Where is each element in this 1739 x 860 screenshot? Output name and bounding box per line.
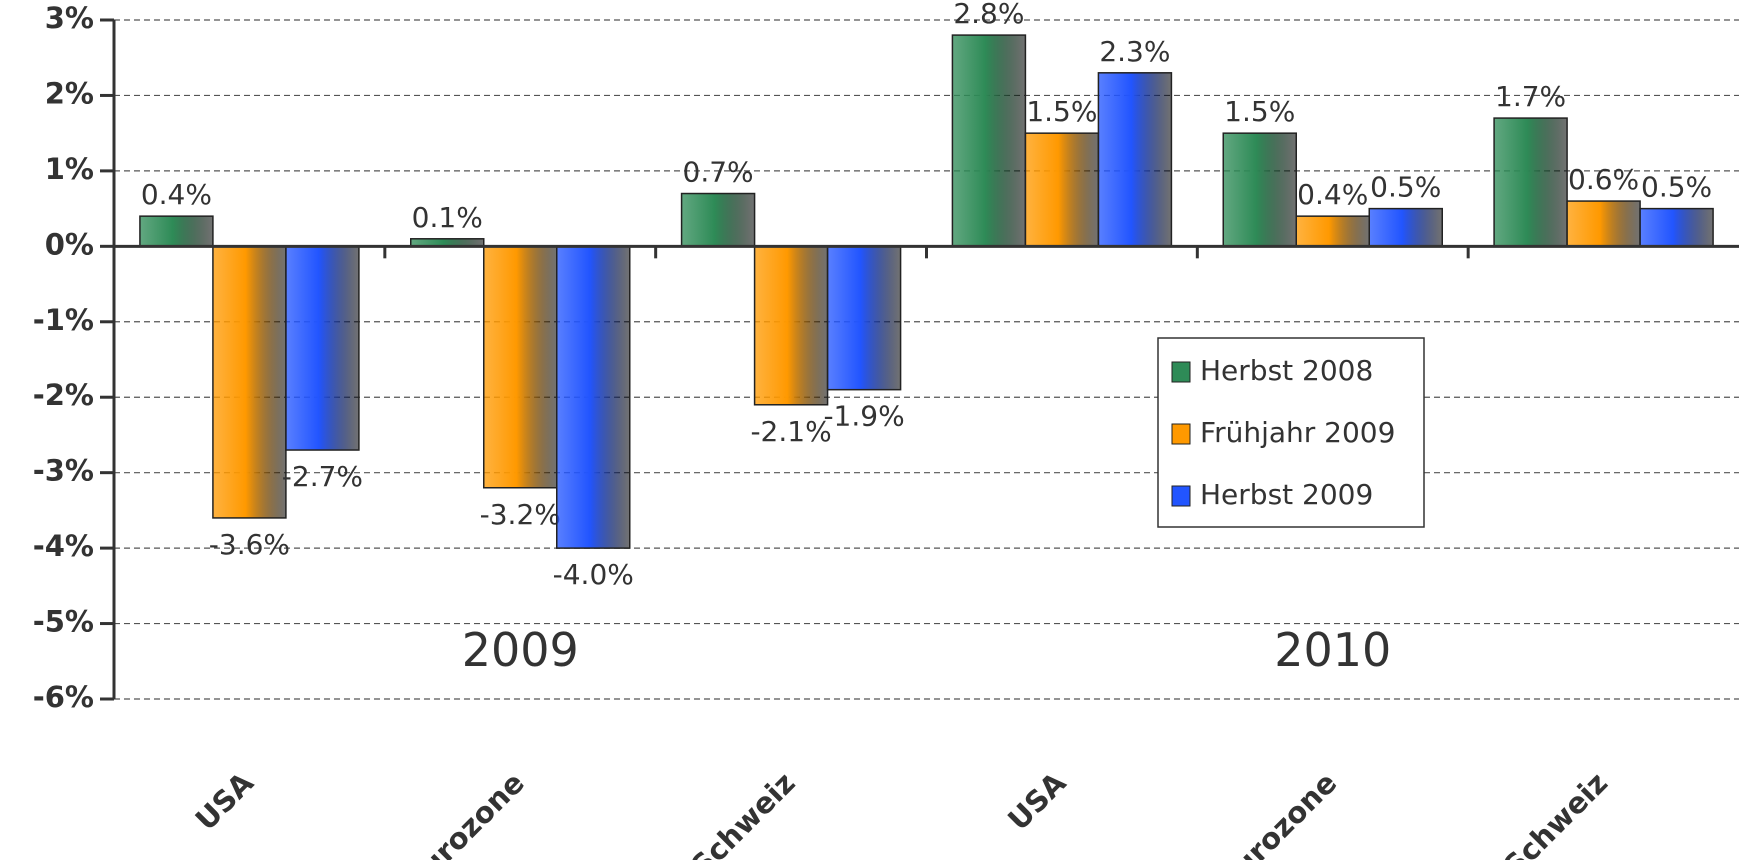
data-label: 0.4% — [1297, 178, 1368, 211]
data-label: -3.2% — [480, 498, 561, 531]
bar — [285, 245, 360, 451]
data-label: -2.7% — [282, 460, 363, 493]
y-tick-label: -6% — [33, 680, 94, 714]
y-tick-label: 2% — [45, 76, 94, 110]
bar — [1639, 207, 1714, 248]
data-label: -4.0% — [553, 558, 634, 591]
bar — [951, 34, 1027, 248]
data-label: -2.1% — [750, 415, 831, 448]
data-label: 0.5% — [1370, 171, 1441, 204]
y-tick-label: -4% — [33, 529, 94, 563]
data-label: 0.4% — [141, 178, 212, 211]
legend-label: Herbst 2009 — [1200, 478, 1373, 511]
data-label: 0.1% — [412, 201, 483, 234]
y-tick-label: -5% — [33, 605, 94, 639]
legend-label: Herbst 2008 — [1200, 354, 1373, 387]
bar — [680, 192, 756, 248]
data-label: 0.5% — [1641, 171, 1712, 204]
bar — [753, 245, 829, 406]
x-tick-label: USA — [1001, 765, 1073, 837]
y-tick-label: -3% — [33, 454, 94, 488]
bar — [483, 245, 558, 489]
data-label: 2.8% — [953, 0, 1024, 30]
legend-label: Frühjahr 2009 — [1200, 416, 1395, 449]
data-label: 1.5% — [1026, 95, 1097, 128]
bar — [826, 245, 902, 391]
x-tick-label: Schweiz — [684, 766, 801, 860]
x-tick-label: USA — [189, 765, 261, 837]
data-label: 0.6% — [1568, 163, 1639, 196]
x-tick-label: Eurozone — [1212, 766, 1343, 860]
bar — [212, 245, 287, 519]
bar — [1024, 132, 1100, 248]
y-tick-label: 1% — [45, 152, 94, 186]
y-tick-label: 3% — [45, 1, 94, 35]
bar — [1566, 200, 1641, 248]
x-tick-label: Eurozone — [399, 766, 530, 860]
bar — [1097, 72, 1173, 248]
bar — [1368, 207, 1443, 248]
data-label: 0.7% — [683, 156, 754, 189]
legend-box — [1157, 337, 1425, 528]
data-label: -3.6% — [209, 528, 290, 561]
x-tick-label: Schweiz — [1497, 766, 1614, 860]
y-tick-label: -2% — [33, 378, 94, 412]
bar — [1493, 117, 1568, 248]
data-label: -1.9% — [823, 400, 904, 433]
data-label: 1.5% — [1224, 95, 1295, 128]
annotation: 2009 — [462, 623, 579, 677]
data-label: 1.7% — [1495, 80, 1566, 113]
bar — [1295, 215, 1370, 248]
legend-swatch — [1171, 423, 1191, 445]
legend-swatch — [1171, 485, 1191, 507]
annotation: 2010 — [1274, 623, 1391, 677]
y-tick-label: -1% — [33, 303, 94, 337]
bar — [1222, 132, 1297, 248]
bar — [556, 245, 631, 549]
legend-swatch — [1171, 361, 1191, 383]
bar — [139, 215, 214, 248]
y-tick-label: 0% — [45, 227, 94, 261]
data-label: 2.3% — [1099, 35, 1170, 68]
